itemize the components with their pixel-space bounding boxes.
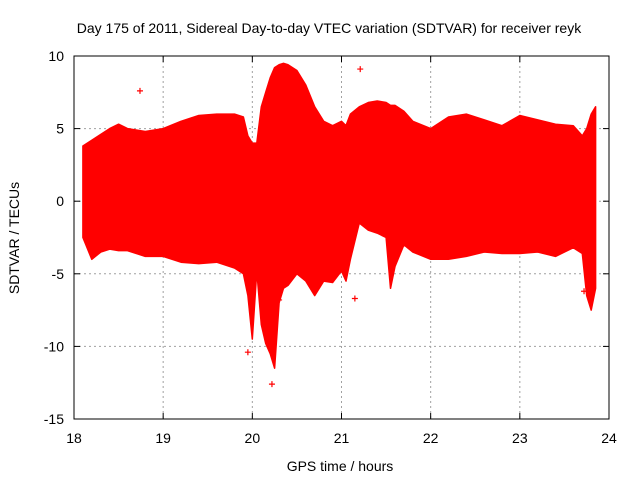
y-tick-label: -5	[52, 266, 65, 282]
y-tick-label: 5	[56, 121, 64, 137]
tick-labels: 18 19 20 21 22 23 24 -15 -10 -5 0 5 10	[44, 48, 617, 446]
y-tick-label: -10	[44, 338, 64, 354]
chart-title: Day 175 of 2011, Sidereal Day-to-day VTE…	[77, 20, 582, 36]
outlier-point	[244, 349, 251, 356]
x-tick-label: 21	[334, 430, 350, 446]
outlier-point	[268, 381, 275, 388]
outlier-point	[357, 66, 364, 73]
x-tick-label: 23	[512, 430, 528, 446]
y-tick-label: 0	[56, 193, 64, 209]
outlier-point	[581, 288, 588, 295]
outlier-point	[136, 87, 143, 94]
y-tick-label: 10	[48, 48, 64, 64]
y-tick-label: -15	[44, 411, 64, 427]
x-tick-label: 19	[155, 430, 171, 446]
x-tick-label: 20	[245, 430, 261, 446]
x-tick-label: 24	[601, 430, 617, 446]
y-axis-label: SDTVAR / TECUs	[6, 182, 22, 294]
x-axis-label: GPS time / hours	[287, 458, 394, 474]
series-band	[82, 62, 597, 369]
outlier-point	[351, 295, 358, 302]
x-tick-label: 22	[423, 430, 439, 446]
outlier-point	[276, 296, 283, 303]
x-tick-label: 18	[66, 430, 82, 446]
data-layer	[82, 62, 597, 388]
